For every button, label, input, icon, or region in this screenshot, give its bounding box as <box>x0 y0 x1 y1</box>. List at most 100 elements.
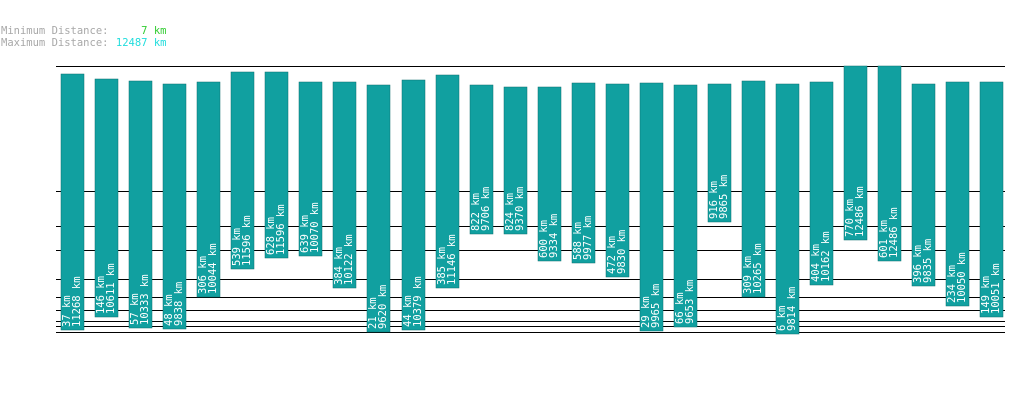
bar <box>128 80 153 329</box>
bar-high-label: 12486 km <box>854 186 866 237</box>
bar-low-label: 600 km <box>538 220 550 258</box>
bar <box>775 83 800 335</box>
bar <box>673 84 698 328</box>
bar-low-label: 588 km <box>572 222 584 260</box>
bar-low-label: 149 km <box>980 276 992 314</box>
bar <box>264 71 289 259</box>
bar-high-label: 10044 km <box>207 243 219 294</box>
bar-high-label: 10379 km <box>412 276 424 327</box>
bar <box>298 81 323 257</box>
min-distance-row: Minimum Distance: 7 km <box>1 25 166 37</box>
bar <box>571 82 596 264</box>
bar <box>366 84 391 333</box>
bar-high-label: 10070 km <box>309 202 321 253</box>
bar <box>94 78 119 318</box>
bar <box>639 82 664 332</box>
bar-high-label: 10333 km <box>139 274 151 325</box>
bar-low-label: 916 km <box>708 181 720 219</box>
bar <box>401 79 426 331</box>
bar-low-label: 44 km <box>402 295 414 327</box>
min-distance-label: Minimum Distance: <box>1 25 109 37</box>
bar-high-label: 9370 km <box>514 187 526 231</box>
max-distance-label: Maximum Distance: <box>1 37 109 49</box>
bar-low-label: 309 km <box>742 256 754 294</box>
bar-low-label: 306 km <box>197 256 209 294</box>
bar <box>741 80 766 298</box>
max-distance-value: 12487 km <box>115 37 167 49</box>
bar-low-label: 824 km <box>504 193 516 231</box>
bar-high-label: 9977 km <box>582 216 594 260</box>
bar-high-label: 9965 km <box>650 284 662 328</box>
bar-low-label: 6 km <box>776 306 788 331</box>
bar-high-label: 9835 km <box>922 239 934 283</box>
bar-high-label: 9814 km <box>786 287 798 331</box>
bar <box>60 73 85 331</box>
bar <box>162 83 187 330</box>
bar <box>911 83 936 287</box>
bar-high-label: 9838 km <box>173 282 185 326</box>
bar-low-label: 146 km <box>95 276 107 314</box>
bar-low-label: 770 km <box>844 199 856 237</box>
bar <box>469 84 494 235</box>
bar-high-label: 9865 km <box>718 175 730 219</box>
bar <box>843 65 868 241</box>
bar <box>605 83 630 278</box>
bar-high-label: 9830 km <box>616 230 628 274</box>
bar-high-label: 10265 km <box>752 243 764 294</box>
bar-high-label: 10611 km <box>105 263 117 314</box>
distance-summary: Minimum Distance: 7 km Maximum Distance: 1… <box>1 25 166 49</box>
min-distance-value: 7 km <box>141 25 167 37</box>
bar-high-label: 9706 km <box>480 187 492 231</box>
bar-low-label: 37 km <box>61 295 73 327</box>
max-distance-row: Maximum Distance: 12487 km <box>1 37 166 49</box>
bar-high-label: 11268 km <box>71 276 83 327</box>
bar <box>196 81 221 298</box>
bar-low-label: 385 km <box>436 247 448 285</box>
bar-high-label: 11596 km <box>275 204 287 255</box>
bar-low-label: 822 km <box>470 193 482 231</box>
bar-high-label: 11596 km <box>241 215 253 266</box>
bar <box>332 81 357 289</box>
bar-high-label: 10122 km <box>343 234 355 285</box>
bar-high-label: 9620 km <box>377 285 389 329</box>
bar-low-label: 639 km <box>299 215 311 253</box>
bar <box>945 81 970 307</box>
bar-low-label: 384 km <box>333 247 345 285</box>
bar-high-label: 9334 km <box>548 214 560 258</box>
bar <box>435 74 460 289</box>
bar-low-label: 57 km <box>129 293 141 325</box>
bar <box>503 86 528 235</box>
bar-high-label: 9653 km <box>684 280 696 324</box>
bar <box>979 81 1004 318</box>
bar-low-label: 404 km <box>810 244 822 282</box>
bar-low-label: 601 km <box>878 220 890 258</box>
bar <box>707 83 732 223</box>
bar <box>230 71 255 270</box>
bar-low-label: 396 km <box>912 245 924 283</box>
bar-low-label: 539 km <box>231 228 243 266</box>
